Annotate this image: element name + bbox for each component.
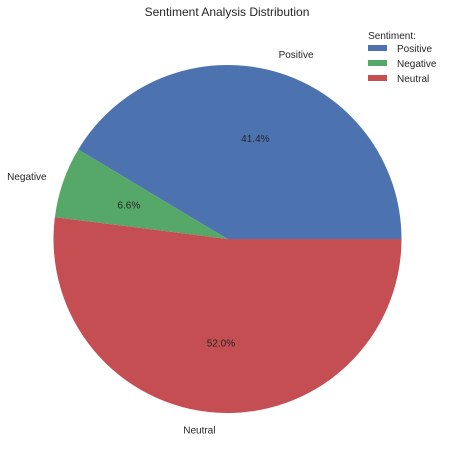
legend-label-positive: Positive — [397, 44, 432, 55]
percent-labels: 41.4% 6.6% 52.0% — [117, 134, 269, 350]
percent-label-positive: 41.4% — [241, 134, 269, 145]
category-labels: Positive Negative Neutral — [7, 50, 314, 436]
legend-swatch-positive — [368, 45, 387, 51]
percent-label-negative: 6.6% — [117, 200, 140, 211]
pie-slice-neutral — [53, 217, 402, 413]
legend-label-neutral: Neutral — [397, 74, 429, 85]
category-label-positive: Positive — [279, 50, 314, 61]
percent-label-neutral: 52.0% — [207, 339, 235, 350]
legend-swatch-neutral — [368, 75, 387, 81]
pie-slice-negative — [54, 149, 228, 239]
legend-entries: Positive Negative Neutral — [368, 44, 437, 85]
legend-label-negative: Negative — [397, 59, 437, 70]
pie-slice-positive — [78, 64, 402, 239]
category-label-negative: Negative — [7, 172, 47, 183]
category-label-neutral: Neutral — [183, 426, 215, 437]
chart-title: Sentiment Analysis Distribution — [145, 5, 310, 19]
legend-swatch-negative — [368, 60, 387, 66]
pie-slices — [53, 64, 402, 413]
legend-title: Sentiment: — [368, 31, 416, 42]
legend: Sentiment: Positive Negative Neutral — [368, 31, 437, 85]
